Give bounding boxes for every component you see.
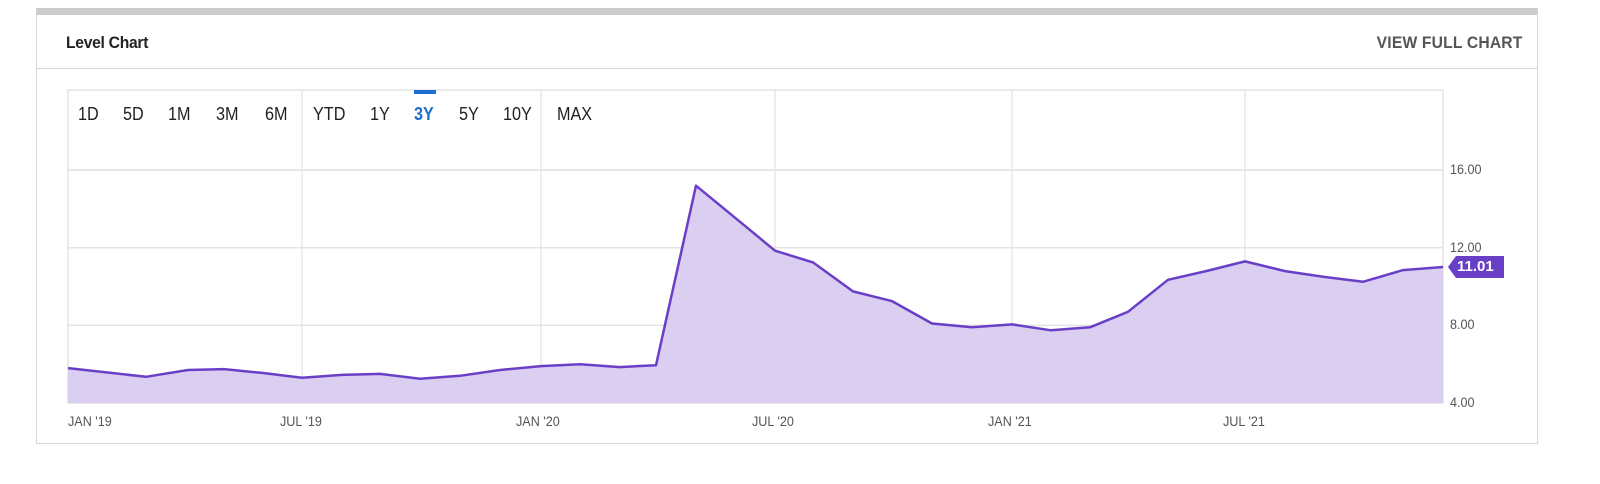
range-button-5d[interactable]: 5D <box>123 104 144 124</box>
range-button-3m[interactable]: 3M <box>216 104 239 124</box>
range-button-1y[interactable]: 1Y <box>370 104 390 124</box>
x-tick-label: JAN '20 <box>516 413 560 429</box>
range-button-1m[interactable]: 1M <box>168 104 191 124</box>
active-range-indicator <box>414 90 436 94</box>
x-tick-label: JUL '19 <box>280 413 322 429</box>
range-button-5y[interactable]: 5Y <box>459 104 479 124</box>
x-tick-label: JAN '19 <box>68 413 112 429</box>
grid-lines <box>67 89 1444 404</box>
area-fill <box>68 185 1443 403</box>
x-tick-label: JAN '21 <box>988 413 1032 429</box>
last-value-text: 11.01 <box>1457 258 1494 275</box>
range-button-10y[interactable]: 10Y <box>503 104 532 124</box>
x-tick-label: JUL '21 <box>1223 413 1265 429</box>
y-tick-label: 16.00 <box>1450 161 1482 178</box>
card-header: Level Chart VIEW FULL CHART <box>37 15 1537 69</box>
card-title: Level Chart <box>66 33 149 52</box>
y-tick-label: 4.00 <box>1450 394 1475 410</box>
y-tick-label: 8.00 <box>1450 316 1475 333</box>
view-full-chart-link[interactable]: VIEW FULL CHART <box>1377 33 1523 52</box>
data-line <box>67 184 1444 381</box>
range-button-max[interactable]: MAX <box>557 104 593 124</box>
range-button-ytd[interactable]: YTD <box>313 104 346 124</box>
range-button-1d[interactable]: 1D <box>78 104 99 124</box>
y-tick-label: 12.00 <box>1450 238 1482 255</box>
x-tick-label: JUL '20 <box>752 413 794 429</box>
range-button-6m[interactable]: 6M <box>265 104 288 124</box>
range-button-3y[interactable]: 3Y <box>414 104 434 124</box>
last-value-tag <box>1448 256 1504 279</box>
last-value-badge: 11.01 <box>1448 256 1504 278</box>
